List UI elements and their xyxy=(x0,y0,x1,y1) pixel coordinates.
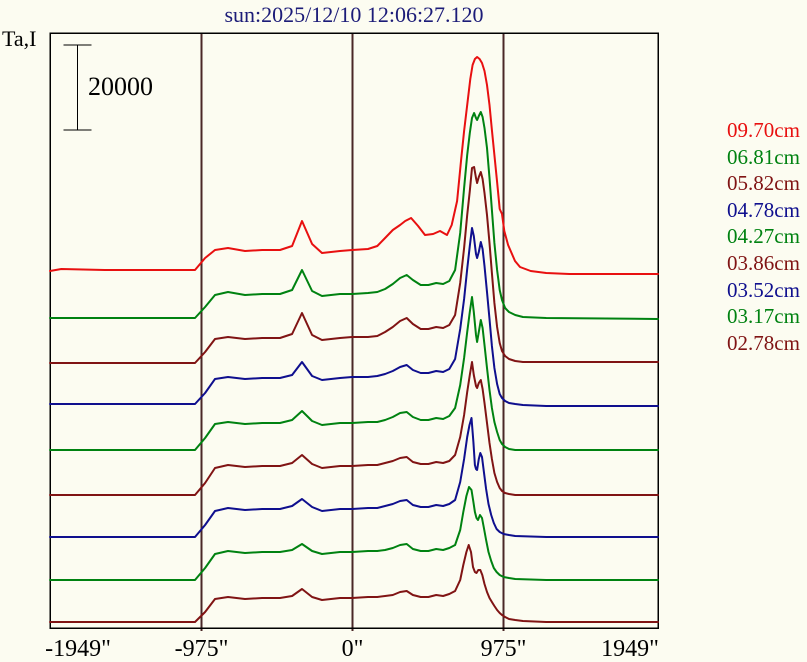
y-axis-label: Ta,I xyxy=(2,26,37,51)
legend-item-04.78cm: 04.78cm xyxy=(727,197,800,222)
legend-item-06.81cm: 06.81cm xyxy=(727,144,800,169)
series-curve-02.78cm xyxy=(49,544,659,623)
legend-item-03.17cm: 03.17cm xyxy=(727,304,800,329)
series-curve-04.27cm xyxy=(49,296,659,451)
series-curve-03.86cm xyxy=(49,361,659,496)
legend: 09.70cm 06.81cm 05.82cm 04.78cm 04.27cm 03.86… xyxy=(727,117,800,356)
x-tick-label: -1949" xyxy=(45,636,111,662)
series-curve-09.70cm xyxy=(49,56,659,275)
series-curve-03.17cm xyxy=(49,486,659,581)
series-curve-03.52cm xyxy=(49,417,659,538)
legend-item-03.86cm: 03.86cm xyxy=(727,250,800,275)
legend-item-05.82cm: 05.82cm xyxy=(727,171,800,196)
series-curve-06.81cm xyxy=(49,111,659,320)
x-tick-label: 1949" xyxy=(601,636,659,662)
legend-item-04.27cm: 04.27cm xyxy=(727,224,800,249)
legend-item-09.70cm: 09.70cm xyxy=(727,118,800,142)
x-tick-label: 975" xyxy=(481,636,527,662)
series-curve-05.82cm xyxy=(49,166,659,364)
x-tick-label: 0" xyxy=(342,636,364,662)
scale-bar-label: 20000 xyxy=(88,72,153,101)
legend-item-03.52cm: 03.52cm xyxy=(727,277,800,302)
series-curve-04.78cm xyxy=(49,227,659,407)
x-tick-label: -975" xyxy=(175,636,229,662)
legend-item-02.78cm: 02.78cm xyxy=(727,330,800,355)
chart-title: sun:2025/12/10 12:06:27.120 xyxy=(224,2,484,27)
plot-border xyxy=(49,32,659,629)
